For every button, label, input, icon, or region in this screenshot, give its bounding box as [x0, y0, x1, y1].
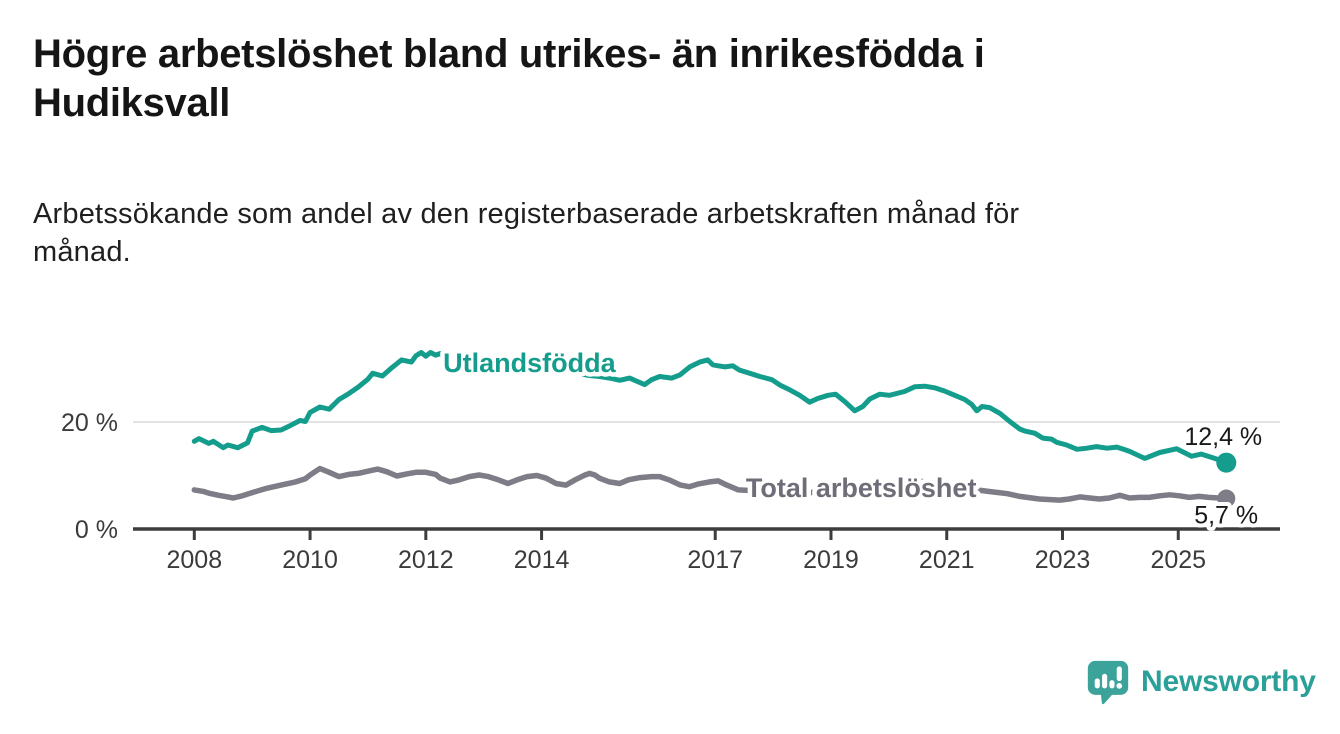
y-axis-label-20: 20 %	[61, 409, 118, 437]
page-subtitle-line1: Arbetssökande som andel av den registerb…	[33, 198, 1020, 230]
newsworthy-bubble-bar-chart-icon	[1087, 660, 1129, 705]
end-dot-utlandsf-dda	[1216, 452, 1237, 473]
page-title-line2: Hudiksvall	[33, 80, 231, 125]
series-label-total-arbetsl-shet: Total arbetslöshet	[746, 473, 977, 503]
x-tick-label-2023: 2023	[1035, 546, 1091, 574]
series-line-total-arbetsl-shet	[191, 465, 1230, 503]
x-tick-label-2017: 2017	[687, 546, 743, 574]
series-line-utlandsf-dda	[191, 350, 1229, 466]
series-label-utlandsf-dda: Utlandsfödda	[443, 348, 616, 378]
x-tick-label-2008: 2008	[166, 546, 222, 574]
x-tick-label-2019: 2019	[803, 546, 859, 574]
page-title-line1: Högre arbetslöshet bland utrikes- än inr…	[33, 32, 985, 76]
x-tick-label-2012: 2012	[398, 546, 454, 574]
end-value-label-utlandsf-dda: 12,4 %	[1184, 423, 1262, 451]
newsworthy-wordmark: Newsworthy	[1141, 665, 1316, 698]
end-dot-total-arbetsl-shet	[1217, 489, 1236, 508]
page-subtitle: Arbetssökande som andel av den registerb…	[33, 196, 1273, 271]
end-value-label-total-arbetsl-shet: 5,7 %	[1194, 501, 1258, 529]
x-tick-label-2010: 2010	[282, 546, 338, 574]
page-title: Högre arbetslöshet bland utrikes- än inr…	[33, 30, 1273, 128]
x-tick-label-2014: 2014	[514, 546, 570, 574]
page-subtitle-line2: månad.	[33, 235, 131, 268]
x-tick-label-2021: 2021	[919, 546, 975, 574]
y-axis-label-0: 0 %	[75, 516, 118, 544]
newsworthy-logo: Newsworthy	[1086, 659, 1316, 705]
x-tick-label-2025: 2025	[1150, 546, 1206, 574]
